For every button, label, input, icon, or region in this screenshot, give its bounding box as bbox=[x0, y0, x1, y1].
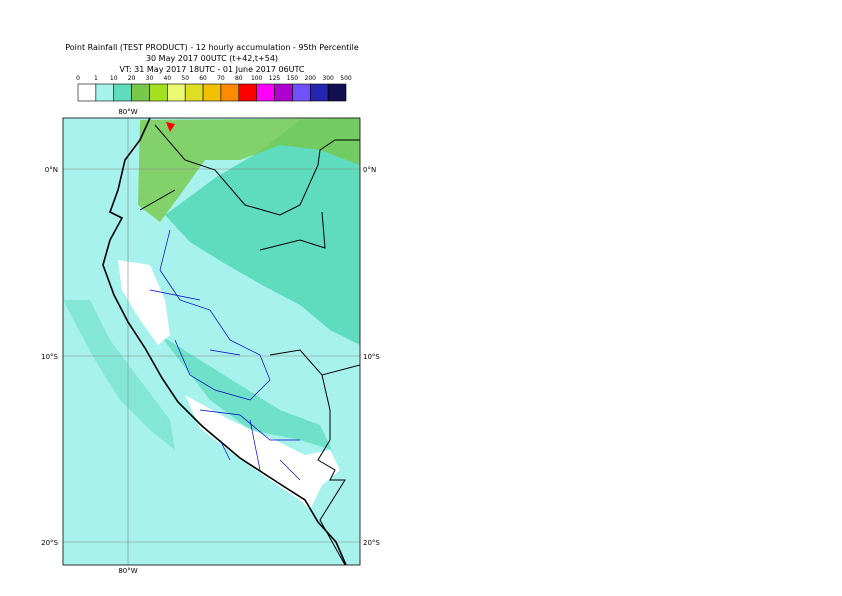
lon-label: 80°W bbox=[118, 567, 137, 575]
legend-swatch bbox=[77, 83, 97, 102]
legend-swatch bbox=[113, 83, 132, 102]
title-block: Point Rainfall (TEST PRODUCT) - 12 hourl… bbox=[65, 43, 359, 74]
legend-label: 50 bbox=[181, 75, 189, 82]
legend-label: 125 bbox=[269, 75, 281, 82]
legend-swatch bbox=[292, 83, 311, 102]
legend-swatch bbox=[184, 83, 204, 102]
legend-swatch bbox=[238, 83, 257, 102]
lat-label: 10°S bbox=[41, 353, 58, 361]
legend-label: 80 bbox=[235, 75, 243, 82]
rain-field bbox=[118, 260, 170, 345]
map-field bbox=[63, 118, 360, 565]
legend-swatch bbox=[256, 83, 275, 102]
legend-swatch bbox=[167, 83, 186, 102]
title-line: 30 May 2017 00UTC (t+42,t+54) bbox=[146, 54, 278, 63]
rain-field bbox=[63, 300, 175, 450]
rain-field bbox=[166, 122, 175, 132]
map-frame bbox=[62, 117, 361, 566]
title-line: VT: 31 May 2017 18UTC - 01 June 2017 06U… bbox=[119, 65, 304, 74]
coastline bbox=[102, 118, 347, 565]
legend-label: 1 bbox=[94, 75, 98, 82]
legend-swatch bbox=[202, 83, 222, 102]
legend-label: 500 bbox=[340, 75, 352, 82]
legend-swatch bbox=[220, 83, 240, 102]
legend-label: 70 bbox=[217, 75, 225, 82]
lat-label: 20°S bbox=[363, 539, 380, 547]
border bbox=[139, 124, 360, 565]
legend-label: 60 bbox=[199, 75, 207, 82]
lat-label: 0°N bbox=[45, 166, 58, 174]
lat-label: 20°S bbox=[41, 539, 58, 547]
rain-field bbox=[185, 395, 340, 510]
legend-label: 30 bbox=[146, 75, 154, 82]
title-line: Point Rainfall (TEST PRODUCT) - 12 hourl… bbox=[65, 43, 359, 52]
legend-label: 20 bbox=[128, 75, 136, 82]
legend-swatch bbox=[131, 83, 150, 102]
map: 80°W 80°W 0°N 0°N 10°S 10°S 20°S 20°S bbox=[41, 108, 380, 575]
legend-label: 300 bbox=[322, 75, 334, 82]
rain-field bbox=[160, 335, 332, 450]
legend-label: 150 bbox=[287, 75, 299, 82]
legend-label: 40 bbox=[164, 75, 172, 82]
rain-field bbox=[138, 118, 360, 222]
legend-label: 200 bbox=[305, 75, 317, 82]
legend-swatch bbox=[149, 83, 168, 102]
legend-label: 10 bbox=[110, 75, 118, 82]
lat-label: 10°S bbox=[363, 353, 380, 361]
legend-label: 100 bbox=[251, 75, 263, 82]
rain-field bbox=[165, 118, 360, 345]
legend-swatch bbox=[327, 83, 347, 102]
legend: 0 1 10 20 30 40 50 60 70 80 100 125 150 200 300 500 bbox=[76, 75, 352, 102]
legend-swatch bbox=[95, 83, 115, 102]
legend-label: 0 bbox=[76, 75, 80, 82]
lat-label: 0°N bbox=[363, 166, 376, 174]
legend-swatch bbox=[274, 83, 293, 102]
lon-label: 80°W bbox=[118, 108, 137, 116]
region-border bbox=[149, 229, 301, 481]
legend-swatch bbox=[309, 83, 329, 102]
